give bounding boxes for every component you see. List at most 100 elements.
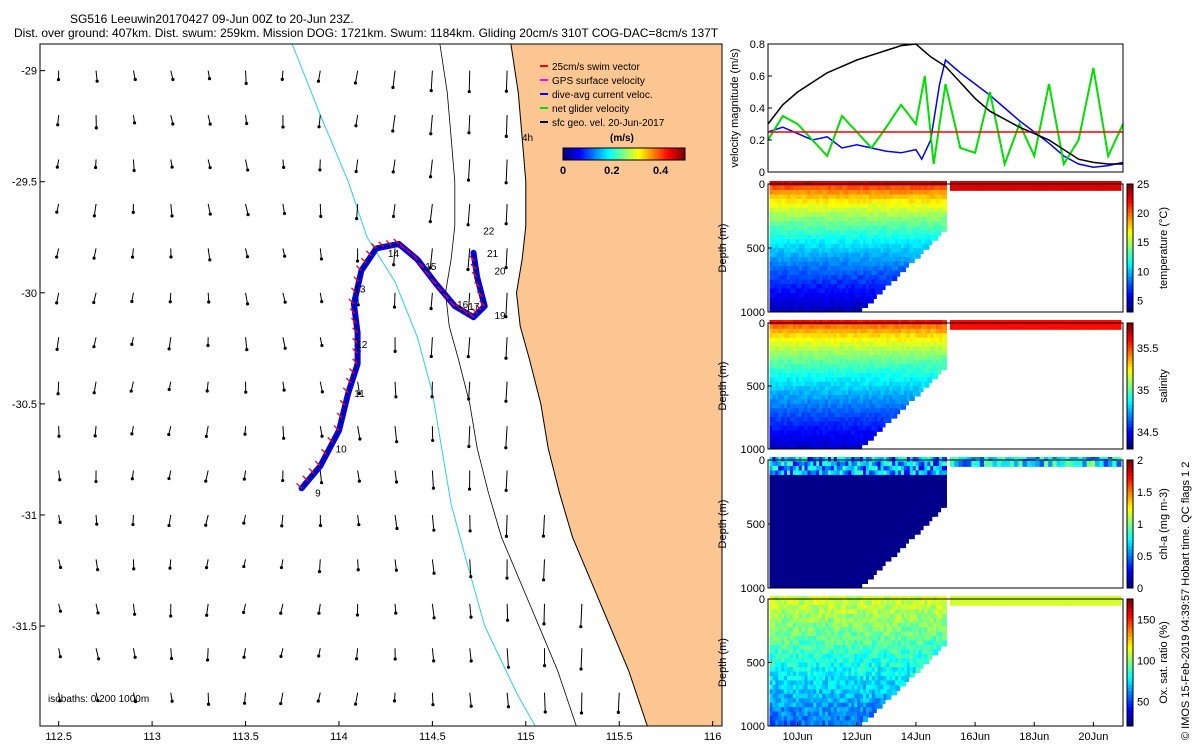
profile-point (781, 381, 787, 388)
profile-point (883, 328, 889, 335)
surface-vector-head (283, 254, 287, 258)
surface-vector-head (393, 349, 397, 353)
profile-point (921, 333, 927, 340)
profile-point (901, 261, 907, 268)
profile-point (933, 350, 939, 357)
profile-point (816, 248, 822, 255)
profile-point (871, 528, 877, 535)
profile-point (813, 555, 819, 562)
profile-point (813, 439, 819, 446)
profile-point (801, 333, 807, 340)
salinity-colorbar-cell (1127, 423, 1133, 428)
profile-point (775, 443, 781, 450)
legend-colorbar-cell (572, 148, 576, 160)
profile-point (857, 221, 863, 228)
surface-vector-head (469, 615, 473, 619)
profile-point (778, 306, 784, 313)
profile-point (816, 279, 822, 286)
profile-point (889, 399, 895, 406)
surface-vector-head (282, 436, 286, 440)
profile-point (807, 225, 813, 232)
profile-point (813, 230, 819, 237)
profile-point (848, 372, 854, 379)
map-frame (39, 43, 723, 727)
profile-point (927, 346, 933, 353)
profile-point (915, 377, 921, 384)
surface-vector-head (58, 609, 63, 613)
profile-point (792, 569, 798, 575)
profile-point (851, 461, 857, 468)
profile-point (833, 203, 839, 210)
profile-point (857, 275, 863, 282)
profile-point (795, 470, 801, 477)
profile-point (836, 560, 842, 567)
profile-point (801, 542, 807, 549)
profile-point (839, 412, 845, 419)
profile-point (868, 275, 874, 282)
profile-point (845, 408, 851, 415)
profile-point (877, 394, 883, 401)
legend-colorbar-tick: 0.2 (604, 165, 619, 177)
profile-point (857, 333, 863, 340)
profile-point (784, 515, 790, 522)
profile-point (825, 243, 831, 250)
profile-point (813, 573, 819, 580)
profile-point (848, 230, 854, 237)
profile-point (874, 266, 880, 273)
profile-point (903, 221, 909, 228)
profile-point (775, 515, 781, 522)
profile-point (854, 425, 860, 432)
profile-point (816, 234, 822, 241)
profile-point (822, 537, 828, 544)
profile-point (874, 470, 880, 477)
profile-point (810, 257, 816, 264)
profile-point (798, 542, 804, 549)
profile-point (860, 421, 866, 428)
profile-point (898, 221, 904, 228)
profile-point (787, 443, 793, 450)
profile-point (781, 577, 787, 584)
surface-vector (505, 470, 508, 491)
profile-point (789, 403, 795, 410)
profile-point (915, 225, 921, 232)
surface-vector (57, 115, 60, 125)
profile-point (804, 492, 810, 499)
profile-point (772, 551, 778, 558)
profile-point (819, 425, 825, 432)
surface-vector-head (432, 571, 436, 575)
profile-point (845, 439, 851, 446)
profile-point (798, 524, 804, 531)
profile-point (851, 528, 857, 535)
profile-point (898, 243, 904, 250)
surface-vector-head (543, 710, 547, 714)
profile-point (848, 279, 854, 286)
profile-point (781, 221, 787, 228)
profile-point (816, 203, 822, 210)
profile-point (857, 399, 863, 406)
profile-point (772, 270, 778, 277)
profile-point (883, 488, 889, 495)
profile-point (816, 434, 822, 441)
profile-point (775, 293, 781, 299)
profile-point (778, 293, 784, 299)
temperature-colorbar-cell (1127, 225, 1133, 230)
profile-point (810, 560, 816, 567)
profile-point (833, 346, 839, 353)
profile-point (801, 275, 807, 282)
profile-point (807, 569, 813, 575)
profile-point (895, 239, 901, 246)
profile-point (939, 203, 945, 210)
profile-point (807, 355, 813, 362)
profile-point (842, 412, 848, 419)
profile-point (883, 537, 889, 544)
profile-point (836, 225, 842, 232)
profile-point (933, 216, 939, 223)
profile-point (792, 279, 798, 286)
profile-point (874, 465, 880, 472)
profile-point (863, 364, 869, 371)
surface-vector (431, 648, 435, 661)
profile-point (819, 577, 825, 584)
profile-point (889, 239, 895, 246)
profile-point (819, 573, 825, 580)
